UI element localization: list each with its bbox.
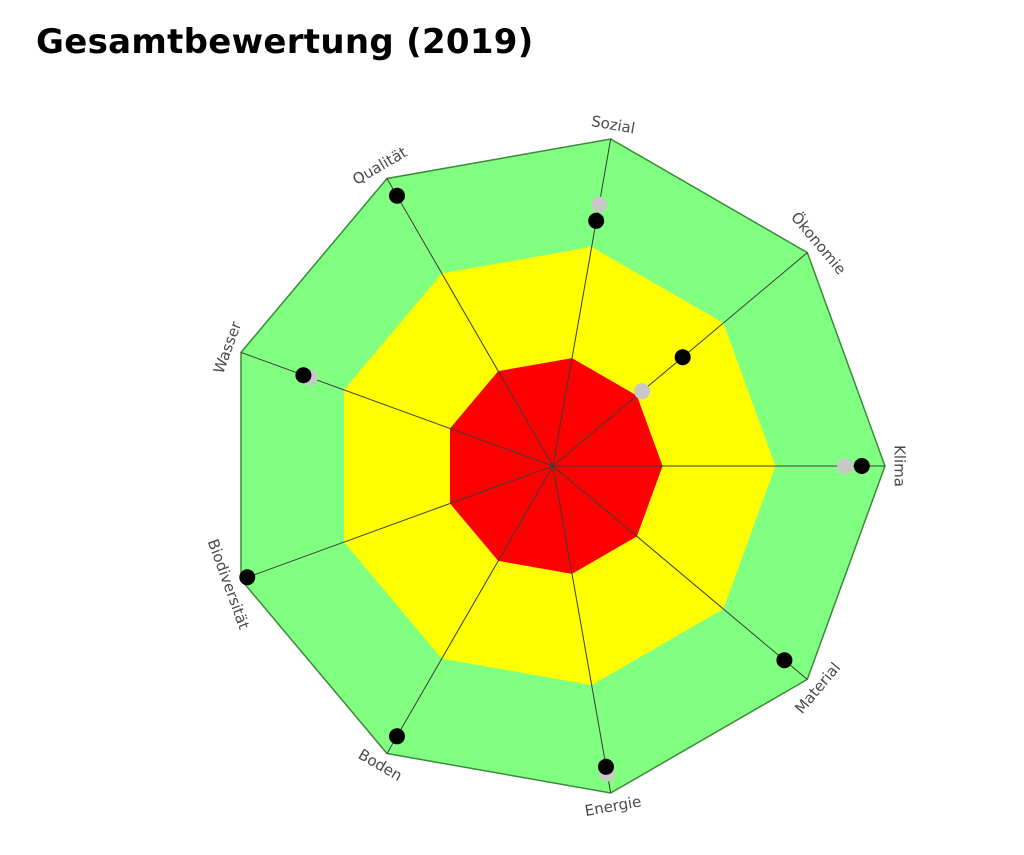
data-point-series0-0 (853, 458, 870, 474)
spoke-7 (552, 465, 612, 794)
data-point-series0-8 (776, 652, 793, 669)
spoke-6 (386, 465, 554, 754)
data-point-series0-3 (389, 187, 405, 204)
data-point-series0-7 (598, 758, 614, 775)
data-point-series0-4 (295, 367, 312, 384)
spoke-5 (240, 465, 554, 581)
data-point-series0-5 (239, 569, 256, 586)
axis-label-0: Klima (891, 445, 909, 487)
spoke-2 (552, 138, 612, 467)
data-point-series1-1 (634, 383, 650, 400)
data-point-series0-6 (389, 728, 405, 745)
spoke-3 (386, 178, 554, 467)
data-point-series0-2 (588, 212, 605, 229)
axis-label-4: Wasser (210, 318, 246, 376)
axis-label-7: Energie (583, 792, 642, 820)
data-point-series1-2 (591, 196, 608, 213)
data-point-series1-0 (837, 458, 854, 474)
spoke-4 (240, 351, 554, 467)
data-point-series0-1 (674, 349, 691, 366)
axis-label-2: Sozial (590, 112, 637, 137)
page-title: Gesamtbewertung (2019) (36, 22, 534, 62)
spoke-8 (552, 465, 808, 680)
